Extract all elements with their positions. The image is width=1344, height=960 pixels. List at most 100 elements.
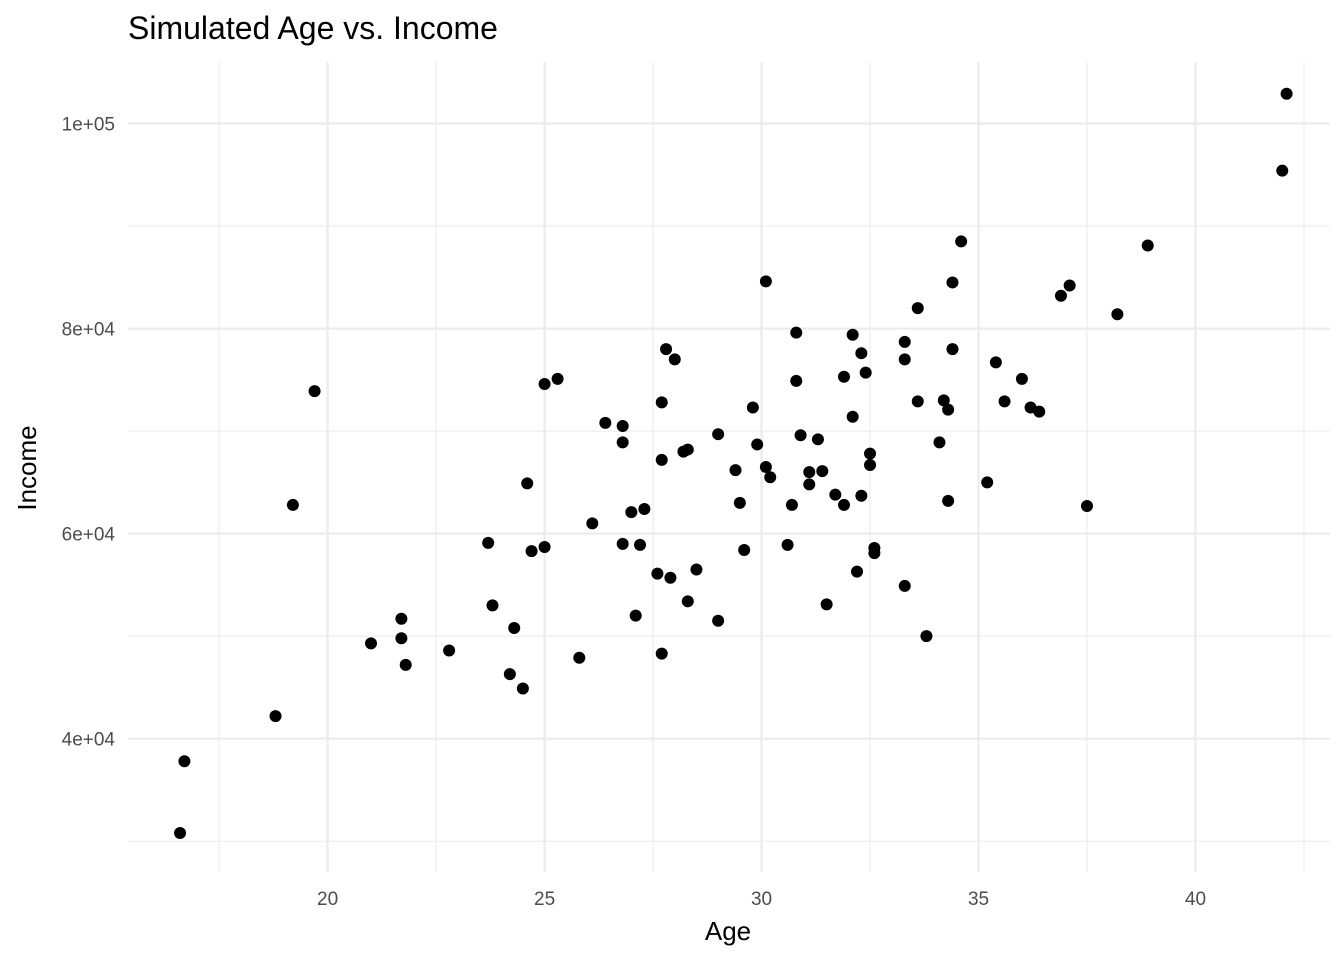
chart-title: Simulated Age vs. Income	[128, 10, 498, 46]
x-tick-label: 25	[534, 889, 555, 910]
data-point	[855, 347, 868, 360]
data-point	[681, 443, 694, 456]
y-axis-title: Income	[12, 425, 42, 510]
data-point	[785, 498, 798, 511]
data-point	[551, 372, 564, 385]
data-point	[395, 632, 408, 645]
y-tick-label: 8e+04	[62, 320, 116, 341]
points-layer	[174, 87, 1293, 840]
data-point	[668, 353, 681, 366]
data-point	[937, 394, 950, 407]
data-point	[1063, 279, 1076, 292]
data-point	[538, 377, 551, 390]
y-tick-label: 1e+05	[62, 115, 115, 136]
data-point	[851, 565, 864, 578]
data-point	[829, 488, 842, 501]
data-point	[638, 503, 651, 516]
data-point	[989, 356, 1002, 369]
data-point	[690, 563, 703, 576]
data-point	[616, 436, 629, 449]
x-tick-label: 30	[751, 889, 772, 910]
x-tick-label: 40	[1185, 889, 1206, 910]
data-point	[1280, 87, 1293, 100]
data-point	[911, 395, 924, 408]
data-point	[573, 651, 586, 664]
data-point	[859, 366, 872, 379]
data-point	[942, 403, 955, 416]
data-point	[1276, 164, 1289, 177]
data-point	[482, 536, 495, 549]
data-point	[443, 644, 456, 657]
data-point	[655, 647, 668, 660]
data-point	[1015, 372, 1028, 385]
data-point	[1080, 499, 1093, 512]
data-point	[1033, 405, 1046, 418]
data-point	[655, 453, 668, 466]
y-tick-label: 6e+04	[62, 525, 116, 546]
data-point	[764, 471, 777, 484]
data-point	[655, 396, 668, 409]
data-point	[738, 544, 751, 557]
data-point	[508, 621, 521, 634]
data-point	[955, 235, 968, 248]
data-point	[1054, 289, 1067, 302]
data-point	[681, 595, 694, 608]
data-point	[286, 498, 299, 511]
data-point	[751, 438, 764, 451]
data-point	[365, 637, 378, 650]
data-point	[625, 506, 638, 519]
data-point	[846, 328, 859, 341]
data-point	[911, 302, 924, 315]
data-point	[864, 458, 877, 471]
x-axis-title: Age	[705, 916, 751, 946]
data-point	[395, 612, 408, 625]
data-point	[651, 567, 664, 580]
data-point	[816, 465, 829, 478]
data-point	[790, 374, 803, 387]
data-point	[616, 537, 629, 550]
data-point	[864, 447, 877, 460]
data-point	[898, 579, 911, 592]
data-point	[759, 275, 772, 288]
x-tick-labels: 20 25 30 35 40	[317, 889, 1206, 910]
data-point	[733, 496, 746, 509]
data-point	[516, 682, 529, 695]
x-tick-label: 35	[968, 889, 989, 910]
data-point	[399, 658, 412, 671]
data-point	[803, 478, 816, 491]
data-point	[898, 335, 911, 348]
data-point	[820, 598, 833, 611]
grid-layer	[128, 62, 1330, 872]
data-point	[538, 540, 551, 553]
data-point	[898, 353, 911, 366]
data-point	[855, 489, 868, 502]
data-point	[998, 395, 1011, 408]
data-point	[837, 498, 850, 511]
data-point	[174, 827, 187, 840]
data-point	[946, 276, 959, 289]
data-point	[660, 343, 673, 356]
data-point	[586, 517, 599, 530]
data-point	[811, 433, 824, 446]
data-point	[933, 436, 946, 449]
data-point	[503, 668, 516, 681]
x-tick-label: 20	[317, 889, 338, 910]
data-point	[1141, 239, 1154, 252]
data-point	[634, 538, 647, 551]
data-point	[759, 461, 772, 473]
y-tick-label: 4e+04	[62, 730, 116, 751]
y-tick-labels: 4e+04 6e+04 8e+04 1e+05	[62, 115, 116, 751]
data-point	[525, 545, 538, 558]
data-point	[946, 343, 959, 356]
data-point	[790, 326, 803, 339]
data-point	[920, 630, 933, 643]
data-point	[942, 494, 955, 507]
data-point	[269, 710, 282, 723]
data-point	[837, 370, 850, 383]
data-point	[629, 609, 642, 622]
data-point	[521, 477, 534, 490]
data-point	[781, 538, 794, 551]
data-point	[794, 429, 807, 442]
data-point	[746, 401, 759, 414]
